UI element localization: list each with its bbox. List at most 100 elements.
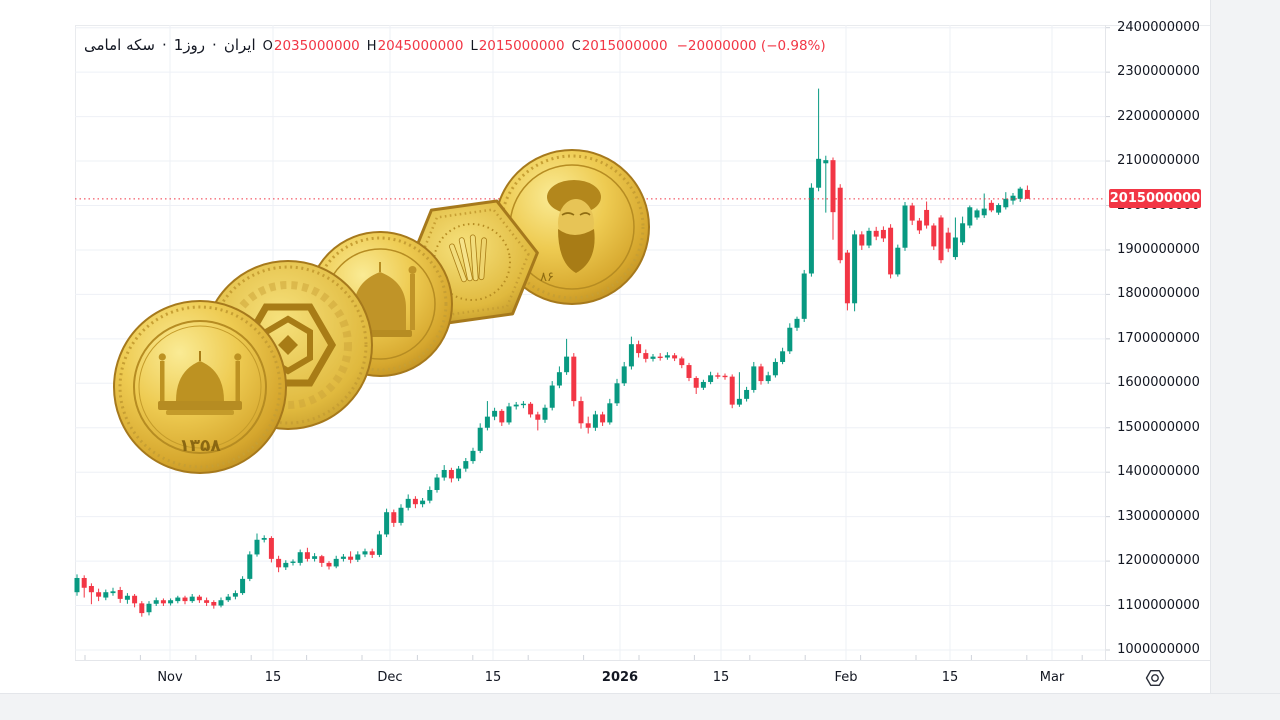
price-axis-label: 2100000000 bbox=[1117, 153, 1200, 169]
candle bbox=[153, 597, 159, 606]
candle bbox=[463, 457, 469, 472]
candle bbox=[477, 423, 483, 454]
candle bbox=[182, 595, 188, 605]
candle bbox=[297, 549, 303, 566]
candle bbox=[715, 372, 721, 379]
price-axis-label: 1900000000 bbox=[1117, 241, 1200, 257]
candle bbox=[708, 371, 714, 385]
candle bbox=[376, 530, 382, 558]
candle bbox=[369, 548, 375, 558]
candle bbox=[139, 601, 145, 617]
candle bbox=[189, 593, 195, 603]
page-margin-right bbox=[1210, 0, 1280, 693]
price-axis-label: 2300000000 bbox=[1117, 64, 1200, 80]
price-axis-label: 1300000000 bbox=[1117, 508, 1200, 524]
candle bbox=[542, 404, 548, 423]
candle bbox=[780, 347, 786, 365]
candle bbox=[967, 205, 973, 229]
candle bbox=[470, 447, 476, 464]
price-axis-label: 1200000000 bbox=[1117, 553, 1200, 569]
close-readout: C 2015000000 bbox=[571, 38, 668, 54]
time-axis-label: 15 bbox=[264, 670, 282, 685]
candle bbox=[801, 269, 807, 322]
candle bbox=[247, 551, 253, 582]
candlestick-chart-pane[interactable] bbox=[0, 0, 1210, 660]
candle bbox=[420, 497, 426, 508]
legend-separator: · bbox=[161, 36, 167, 54]
candle bbox=[254, 533, 260, 557]
candle bbox=[607, 398, 613, 425]
open-readout: O 2035000000 bbox=[262, 38, 360, 54]
candle bbox=[636, 340, 642, 358]
candle bbox=[225, 593, 231, 602]
candle bbox=[643, 349, 649, 363]
candle bbox=[204, 597, 210, 606]
candle bbox=[657, 353, 663, 361]
candle bbox=[1010, 193, 1016, 205]
candle bbox=[268, 536, 274, 563]
candle bbox=[312, 553, 318, 562]
high-readout: H 2045000000 bbox=[366, 38, 464, 54]
axis-settings-icon[interactable] bbox=[1144, 667, 1166, 689]
candle bbox=[240, 576, 246, 595]
candle bbox=[816, 88, 822, 192]
candle bbox=[398, 504, 404, 526]
candle bbox=[175, 595, 181, 604]
candle bbox=[988, 200, 994, 213]
candle bbox=[772, 358, 778, 378]
candle bbox=[571, 353, 577, 407]
candle bbox=[823, 155, 829, 213]
candle bbox=[614, 378, 620, 406]
candle bbox=[556, 366, 562, 389]
candle bbox=[319, 554, 325, 567]
time-axis[interactable]: Nov 15 Dec 15 2026 15 Feb 15 Mar bbox=[75, 660, 1210, 694]
candle bbox=[484, 401, 490, 431]
candle bbox=[427, 486, 433, 504]
candle bbox=[492, 407, 498, 421]
candle bbox=[873, 226, 879, 241]
candle bbox=[852, 230, 858, 312]
symbol-interval: 1روز bbox=[173, 36, 206, 54]
time-axis-label: Feb bbox=[834, 670, 858, 685]
candle bbox=[938, 215, 944, 264]
candle bbox=[434, 473, 440, 493]
candle bbox=[844, 249, 850, 311]
current-price-badge: 2015000000 bbox=[1109, 189, 1201, 208]
candle bbox=[859, 231, 865, 250]
symbol-legend[interactable]: سکه امامی · 1روز · ایران O 2035000000 H … bbox=[84, 36, 826, 54]
price-axis-label: 1500000000 bbox=[1117, 419, 1200, 435]
candle bbox=[830, 157, 836, 240]
candle bbox=[945, 227, 951, 253]
candle bbox=[592, 410, 598, 431]
candle bbox=[81, 575, 87, 598]
candle bbox=[117, 586, 123, 603]
time-axis-label: 15 bbox=[712, 670, 730, 685]
candle bbox=[168, 598, 174, 606]
candle bbox=[196, 594, 202, 603]
candle bbox=[744, 386, 750, 402]
candle bbox=[232, 590, 238, 600]
candle bbox=[895, 244, 901, 277]
candle bbox=[110, 587, 116, 596]
candle bbox=[146, 601, 152, 616]
candle bbox=[916, 217, 922, 234]
price-axis[interactable]: 1000000000 1100000000 1200000000 1300000000… bbox=[1105, 20, 1211, 660]
candle bbox=[837, 184, 843, 264]
price-axis-label: 2200000000 bbox=[1117, 108, 1200, 124]
candle bbox=[765, 371, 771, 384]
time-axis-label: 15 bbox=[484, 670, 502, 685]
legend-separator: · bbox=[212, 36, 217, 54]
candle bbox=[794, 316, 800, 331]
price-axis-label: 1800000000 bbox=[1117, 286, 1200, 302]
candle bbox=[909, 202, 915, 226]
candle bbox=[924, 201, 930, 229]
candle bbox=[261, 535, 267, 543]
candle bbox=[132, 593, 138, 608]
candle bbox=[974, 208, 980, 220]
candle bbox=[952, 217, 958, 260]
candle bbox=[960, 216, 966, 246]
candle bbox=[160, 598, 166, 606]
candle bbox=[391, 509, 397, 527]
candle bbox=[758, 363, 764, 385]
candle bbox=[549, 381, 555, 411]
